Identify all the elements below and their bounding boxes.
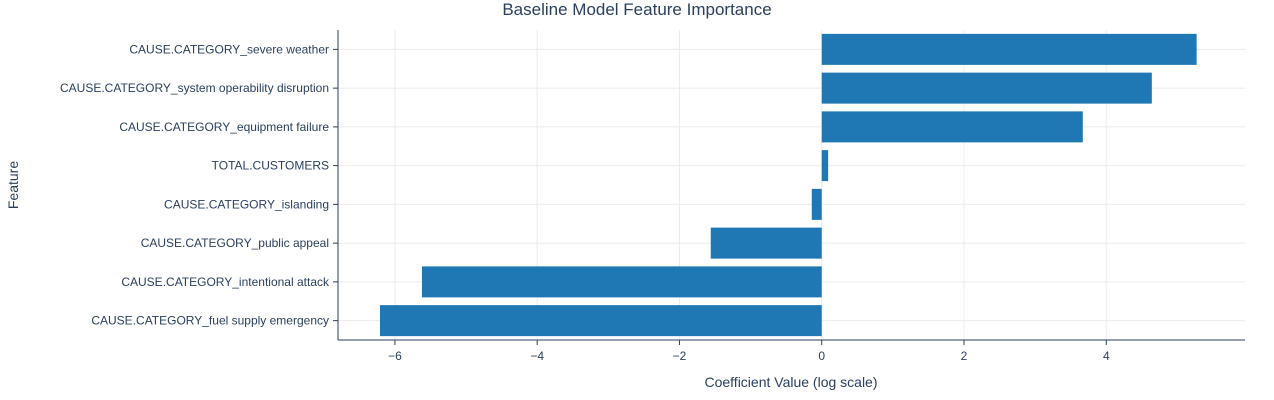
bars [379, 33, 1197, 337]
x-tick-label: −2 [673, 349, 687, 363]
y-tick-label: CAUSE.CATEGORY_severe weather [129, 42, 329, 56]
x-axis-title: Coefficient Value (log scale) [704, 374, 877, 390]
y-tick-label: CAUSE.CATEGORY_equipment failure [119, 120, 329, 134]
y-tick-labels: CAUSE.CATEGORY_severe weather CAUSE.CATEG… [60, 42, 338, 328]
y-tick-label: CAUSE.CATEGORY_islanding [164, 197, 329, 211]
bar [821, 150, 829, 182]
bar [821, 72, 1152, 104]
y-tick-label: CAUSE.CATEGORY_public appeal [141, 236, 329, 250]
bar [811, 188, 822, 220]
axes [337, 30, 1245, 341]
bar [379, 305, 822, 337]
x-tick-label: 0 [818, 349, 825, 363]
bar [821, 111, 1083, 143]
y-tick-label: CAUSE.CATEGORY_intentional attack [121, 275, 330, 289]
bar [821, 33, 1197, 65]
chart-title: Baseline Model Feature Importance [502, 0, 771, 19]
y-axis-title: Feature [5, 161, 21, 209]
x-tick-label: −4 [530, 349, 544, 363]
x-tick-label: −6 [388, 349, 402, 363]
x-tick-label: 4 [1103, 349, 1110, 363]
x-tick-label: 2 [961, 349, 968, 363]
y-tick-label: CAUSE.CATEGORY_system operability disrup… [60, 81, 329, 95]
bar [710, 227, 822, 259]
x-tick-labels: −6 −4 −2 0 2 4 [388, 340, 1110, 363]
y-tick-label: TOTAL.CUSTOMERS [212, 159, 329, 173]
y-tick-label: CAUSE.CATEGORY_fuel supply emergency [91, 314, 329, 328]
bar [421, 266, 822, 298]
